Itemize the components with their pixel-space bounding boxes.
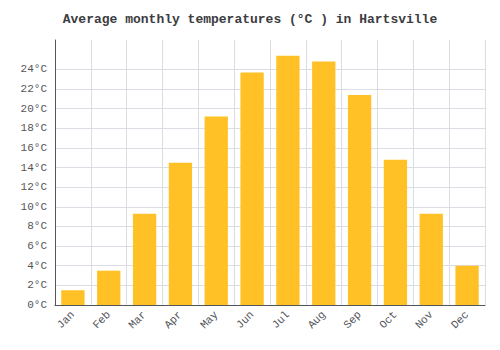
svg-text:Jul: Jul	[270, 309, 292, 331]
svg-text:May: May	[198, 308, 221, 331]
svg-text:Jun: Jun	[234, 309, 256, 331]
svg-text:0°C: 0°C	[27, 299, 47, 311]
svg-text:10°C: 10°C	[21, 201, 48, 213]
svg-text:Average monthly temperatures (: Average monthly temperatures (°C ) in Ha…	[63, 12, 438, 27]
svg-text:4°C: 4°C	[27, 260, 47, 272]
svg-text:Jan: Jan	[55, 309, 77, 331]
svg-text:Oct: Oct	[377, 309, 399, 331]
svg-text:2°C: 2°C	[27, 279, 47, 291]
svg-text:Sep: Sep	[341, 309, 363, 331]
svg-text:Apr: Apr	[162, 309, 184, 331]
svg-text:22°C: 22°C	[21, 83, 48, 95]
svg-text:Nov: Nov	[413, 308, 436, 331]
svg-text:Feb: Feb	[91, 309, 113, 331]
svg-text:6°C: 6°C	[27, 240, 47, 252]
svg-text:8°C: 8°C	[27, 220, 47, 232]
svg-text:12°C: 12°C	[21, 181, 48, 193]
svg-text:Dec: Dec	[449, 309, 471, 331]
svg-text:20°C: 20°C	[21, 103, 48, 115]
svg-text:18°C: 18°C	[21, 122, 48, 134]
svg-text:Mar: Mar	[126, 309, 148, 331]
svg-text:16°C: 16°C	[21, 142, 48, 154]
svg-text:24°C: 24°C	[21, 63, 48, 75]
svg-text:Aug: Aug	[306, 309, 328, 331]
svg-text:14°C: 14°C	[21, 162, 48, 174]
